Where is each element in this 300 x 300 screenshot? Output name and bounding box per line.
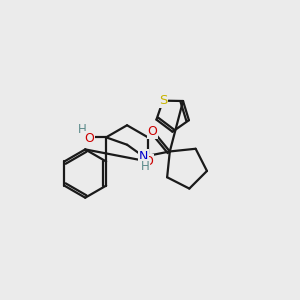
Text: N: N bbox=[139, 150, 148, 163]
Text: O: O bbox=[84, 132, 94, 145]
Text: S: S bbox=[159, 94, 167, 107]
Text: O: O bbox=[144, 155, 154, 168]
Text: H: H bbox=[78, 123, 87, 136]
Text: H: H bbox=[141, 160, 150, 173]
Text: O: O bbox=[148, 124, 158, 138]
